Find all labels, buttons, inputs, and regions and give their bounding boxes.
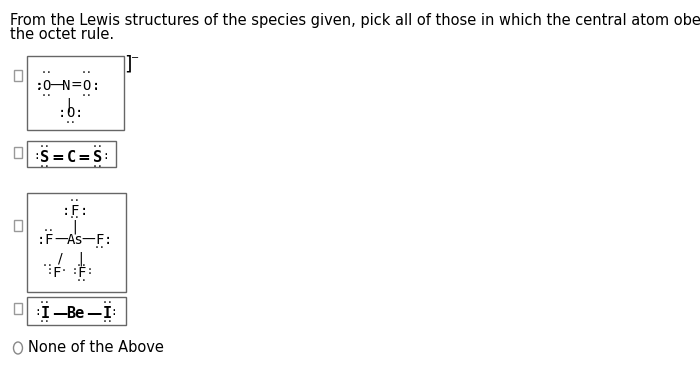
- Text: :: :: [34, 79, 43, 93]
- Text: —: —: [49, 79, 63, 93]
- Text: —: —: [81, 233, 95, 247]
- Text: None of the Above: None of the Above: [28, 341, 164, 355]
- Text: ··: ··: [64, 118, 76, 128]
- Text: ··: ··: [102, 317, 113, 327]
- Text: =: =: [78, 150, 90, 165]
- Text: |: |: [78, 252, 83, 267]
- Text: :: :: [37, 81, 43, 91]
- Text: ··: ··: [43, 226, 55, 236]
- Text: :: :: [57, 106, 66, 120]
- Text: ··: ··: [39, 142, 51, 152]
- Text: ··: ··: [42, 261, 54, 271]
- Text: :: :: [86, 266, 92, 276]
- Text: ··: ··: [69, 196, 80, 206]
- Text: :: :: [92, 81, 98, 91]
- Text: From the Lewis structures of the species given, pick all of those in which the c: From the Lewis structures of the species…: [10, 13, 700, 28]
- Text: N: N: [62, 79, 71, 93]
- Text: ··: ··: [92, 142, 104, 152]
- Bar: [27, 297, 126, 325]
- Text: As: As: [66, 233, 83, 247]
- Text: =: =: [51, 150, 64, 165]
- Text: :: :: [71, 266, 77, 276]
- Text: /: /: [57, 252, 62, 266]
- Bar: [27, 193, 126, 292]
- Text: ··: ··: [41, 91, 52, 101]
- Text: —: —: [52, 306, 68, 321]
- Text: —: —: [86, 306, 101, 321]
- Text: Be: Be: [66, 306, 85, 321]
- Text: −: −: [131, 53, 139, 63]
- Bar: [14, 70, 22, 80]
- Text: F: F: [78, 266, 86, 280]
- Text: :: :: [34, 307, 41, 317]
- Text: S: S: [93, 150, 102, 165]
- Text: O: O: [42, 79, 50, 93]
- Text: ··: ··: [81, 91, 93, 101]
- Text: I: I: [103, 306, 112, 321]
- Bar: [27, 56, 124, 130]
- Text: the octet rule.: the octet rule.: [10, 27, 115, 42]
- Text: :: :: [47, 266, 52, 276]
- Text: :: :: [92, 79, 101, 93]
- Bar: [14, 303, 22, 314]
- Text: ··: ··: [102, 298, 113, 308]
- Text: F: F: [95, 233, 104, 247]
- Text: ··: ··: [39, 162, 51, 172]
- Text: ··: ··: [81, 68, 93, 78]
- Text: F: F: [71, 204, 79, 218]
- Text: ··: ··: [39, 298, 51, 308]
- Text: :: :: [75, 106, 83, 120]
- Text: ··: ··: [39, 317, 51, 327]
- Text: :: :: [34, 151, 41, 161]
- Text: :: :: [102, 151, 108, 161]
- Text: :: :: [36, 233, 45, 247]
- Bar: [14, 147, 22, 158]
- Text: F: F: [45, 233, 53, 247]
- Text: O: O: [66, 106, 75, 120]
- Text: O: O: [83, 79, 91, 93]
- Text: ··: ··: [92, 162, 104, 172]
- Text: :: :: [79, 204, 88, 218]
- Bar: [14, 220, 22, 230]
- Text: ··: ··: [76, 261, 88, 271]
- Text: —: —: [55, 233, 69, 247]
- Text: :: :: [111, 307, 118, 317]
- Text: ]: ]: [125, 55, 132, 74]
- Circle shape: [13, 342, 22, 354]
- Text: S: S: [41, 150, 50, 165]
- Text: I: I: [41, 306, 50, 321]
- Text: =: =: [71, 79, 82, 93]
- Text: ··: ··: [41, 68, 52, 78]
- Text: |: |: [66, 98, 71, 112]
- Text: ··: ··: [69, 213, 80, 223]
- Text: :: :: [62, 204, 71, 218]
- Text: C: C: [66, 150, 76, 165]
- Text: ··: ··: [94, 243, 106, 253]
- Text: ·: ·: [61, 266, 66, 276]
- Bar: [27, 141, 116, 167]
- Text: |: |: [73, 220, 77, 235]
- Text: :: :: [104, 233, 112, 247]
- Text: F: F: [52, 266, 61, 280]
- Text: ··: ··: [76, 276, 88, 286]
